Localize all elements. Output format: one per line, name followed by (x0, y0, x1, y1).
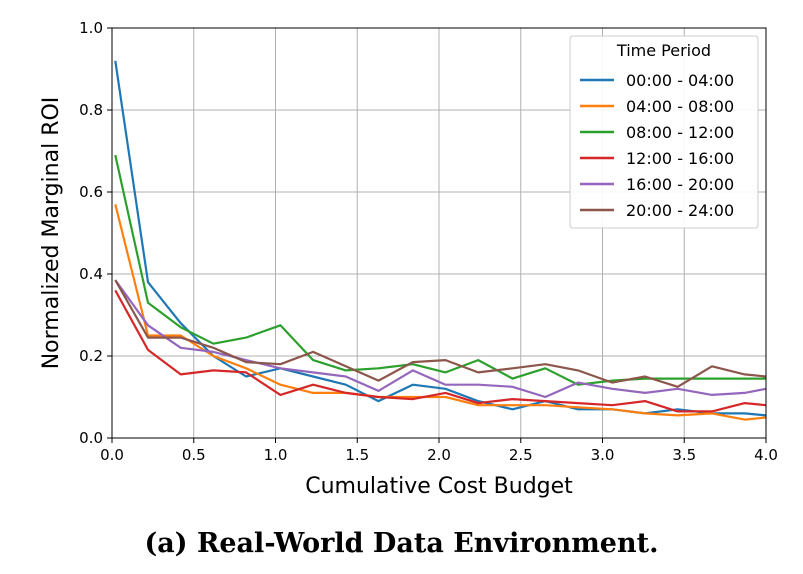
legend-entry: 00:00 - 04:00 (626, 71, 734, 90)
legend-entry: 20:00 - 24:00 (626, 201, 734, 220)
x-tick-label: 2.0 (427, 446, 451, 464)
legend-entry: 12:00 - 16:00 (626, 149, 734, 168)
x-tick-label: 3.0 (591, 446, 615, 464)
series-line (114, 289, 766, 413)
y-tick-label: 1.0 (79, 19, 103, 37)
y-tick-label: 0.8 (79, 101, 103, 119)
y-tick-label: 0.2 (79, 347, 103, 365)
x-tick-label: 2.5 (509, 446, 533, 464)
line-chart: 0.0 0.5 1.0 1.5 2.0 2.5 3.0 3.5 4.0 0.0 0.2 0.4 0.6 0… (39, 19, 778, 499)
y-tick-label: 0.0 (79, 429, 103, 447)
legend-box (569, 35, 759, 229)
x-tick-label: 3.5 (672, 446, 696, 464)
series-line (114, 154, 766, 386)
legend-items: 00:00 - 04:00 04:00 - 08:00 08:00 - 12:00 1… (580, 71, 734, 220)
series-lines (114, 60, 766, 421)
series-line (114, 204, 766, 421)
legend-entry: 08:00 - 12:00 (626, 123, 734, 142)
x-tick-label: 1.0 (264, 446, 288, 464)
series-line (114, 279, 766, 388)
legend: Time Period 00:00 - 04:00 04:00 - 08:00 08… (569, 35, 759, 229)
legend-entry: 16:00 - 20:00 (626, 175, 734, 194)
axis-ticks: 0.0 0.5 1.0 1.5 2.0 2.5 3.0 3.5 4.0 0.0 0.2 0.4 0.6 0… (79, 19, 778, 464)
legend-title: Time Period (616, 41, 711, 60)
series-line (114, 60, 766, 417)
series-line (114, 279, 766, 399)
y-tick-label: 0.4 (79, 265, 103, 283)
x-tick-label: 4.0 (754, 446, 778, 464)
legend-entry: 04:00 - 08:00 (626, 97, 734, 116)
figure-caption: (a) Real-World Data Environment. (144, 528, 659, 559)
x-tick-label: 1.5 (345, 446, 369, 464)
x-tick-label: 0.5 (182, 446, 206, 464)
y-tick-label: 0.6 (79, 183, 103, 201)
y-axis-label: Normalized Marginal ROI (39, 97, 64, 370)
x-axis-label: Cumulative Cost Budget (305, 474, 573, 499)
x-tick-label: 0.0 (100, 446, 124, 464)
